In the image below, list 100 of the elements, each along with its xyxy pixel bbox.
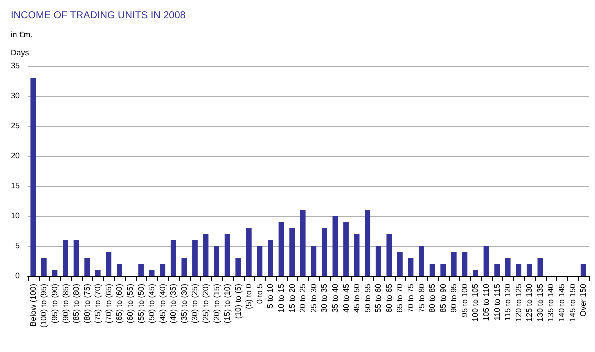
bar xyxy=(41,258,47,276)
x-tick-label: 130 to 135 xyxy=(536,283,545,322)
x-tick-label: 70 to 75 xyxy=(406,283,416,313)
x-tick-label: (75) to (70) xyxy=(94,284,103,324)
bar xyxy=(494,264,500,276)
x-tick-label: 95 to 100 xyxy=(460,283,470,318)
bar xyxy=(354,234,360,276)
x-tick-label: 135 to 140 xyxy=(546,283,556,322)
x-tick-label: (35) to (30) xyxy=(180,284,189,324)
x-tick-label: 5 to 10 xyxy=(266,283,276,308)
bar xyxy=(290,228,296,276)
x-tick-label: 50 to 55 xyxy=(363,283,372,313)
bar xyxy=(268,240,274,276)
bar xyxy=(170,240,176,276)
y-axis-title: Days xyxy=(11,48,30,58)
bar xyxy=(214,246,220,276)
x-tick-label: 25 to 30 xyxy=(309,283,318,313)
bar xyxy=(440,264,446,276)
chart-subtitle: in €m. xyxy=(11,30,33,40)
x-tick-label: (45) to (40) xyxy=(158,284,168,324)
bar xyxy=(408,258,414,276)
bar xyxy=(117,264,122,276)
x-tick-label: 45 to 50 xyxy=(352,283,362,313)
bar xyxy=(322,228,328,276)
x-tick-label: (80) to (75) xyxy=(82,284,92,324)
bar xyxy=(386,234,392,276)
bar xyxy=(30,78,36,276)
x-tick-label: (30) to (25) xyxy=(190,284,200,324)
bar xyxy=(52,270,58,276)
x-tick-label: 100 to 105 xyxy=(471,283,480,322)
bar xyxy=(398,252,403,276)
y-tick-label: 0 xyxy=(16,272,21,280)
y-tick-label: 10 xyxy=(11,212,21,220)
bar xyxy=(580,264,586,276)
x-tick-label: (15) to (10) xyxy=(223,284,232,324)
bar xyxy=(182,258,188,276)
x-tick-label: (60) to (55) xyxy=(126,284,135,324)
bar xyxy=(160,264,166,276)
x-tick-label: 30 to 35 xyxy=(320,283,330,313)
bar xyxy=(138,264,144,276)
bar xyxy=(63,240,68,276)
x-tick-label: 85 to 90 xyxy=(438,283,448,313)
x-tick-label: 80 to 85 xyxy=(428,283,438,313)
x-tick-label: 65 to 70 xyxy=(396,283,405,313)
bar xyxy=(95,270,101,276)
x-tick-label: 110 to 115 xyxy=(492,283,502,321)
x-tick-label: 115 to 120 xyxy=(504,283,513,322)
bar xyxy=(74,240,80,276)
bar xyxy=(192,240,198,276)
bar xyxy=(246,228,252,276)
y-tick-label: 30 xyxy=(11,92,21,100)
x-tick-label: 140 to 145 xyxy=(558,283,567,322)
x-tick-label: (10) to (5) xyxy=(234,284,243,320)
x-tick-label: 40 to 45 xyxy=(342,283,351,313)
x-tick-label: (55) to (50) xyxy=(136,284,146,324)
bar xyxy=(516,264,522,276)
x-tick-label: 105 to 110 xyxy=(482,283,492,322)
bar xyxy=(484,246,490,276)
bar xyxy=(430,264,436,276)
x-tick-label: (90) to (85) xyxy=(61,284,70,324)
x-tick-label: (70) to (65) xyxy=(104,284,114,324)
x-tick-label: (65) to (60) xyxy=(115,284,124,324)
bar xyxy=(84,258,90,276)
x-tick-label: (25) to (20) xyxy=(202,284,211,324)
bar xyxy=(473,270,478,276)
x-tick-label: 10 to 15 xyxy=(277,283,286,313)
bar xyxy=(236,258,242,276)
bar xyxy=(257,246,263,276)
bar xyxy=(278,222,284,276)
x-tick-label: 35 to 40 xyxy=(330,283,340,313)
bar xyxy=(376,246,382,276)
x-tick-label: 125 to 130 xyxy=(525,283,534,322)
bar xyxy=(300,210,306,276)
y-tick-label: 35 xyxy=(11,62,21,70)
x-tick-label: 20 to 25 xyxy=(298,283,308,313)
bar xyxy=(365,210,371,276)
x-tick-label: 120 to 125 xyxy=(514,283,524,322)
bar xyxy=(149,270,155,276)
bar xyxy=(505,258,511,276)
x-tick-label: (95) to (90) xyxy=(50,284,60,324)
x-tick-label: 75 to 80 xyxy=(417,283,426,313)
y-tick-label: 25 xyxy=(11,122,21,130)
bar xyxy=(419,246,424,276)
x-tick-label: (40) to (35) xyxy=(169,284,178,324)
bar xyxy=(106,252,112,276)
x-tick-label: (85) to (80) xyxy=(72,284,82,324)
x-tick-label: (50) to (45) xyxy=(148,284,157,324)
x-tick-label: 15 to 20 xyxy=(288,283,297,313)
bar xyxy=(526,264,532,276)
bar xyxy=(203,234,209,276)
bar xyxy=(451,252,457,276)
bar xyxy=(462,252,468,276)
bar xyxy=(311,246,317,276)
x-tick-label: 55 to 60 xyxy=(374,283,384,313)
x-tick-label: Over 150 xyxy=(579,283,588,317)
bar xyxy=(538,258,544,276)
x-tick-label: (100) to (95) xyxy=(40,284,49,328)
x-tick-label: (5) to 0 xyxy=(244,283,254,310)
x-tick-label: 60 to 65 xyxy=(384,283,394,313)
bar xyxy=(224,234,230,276)
